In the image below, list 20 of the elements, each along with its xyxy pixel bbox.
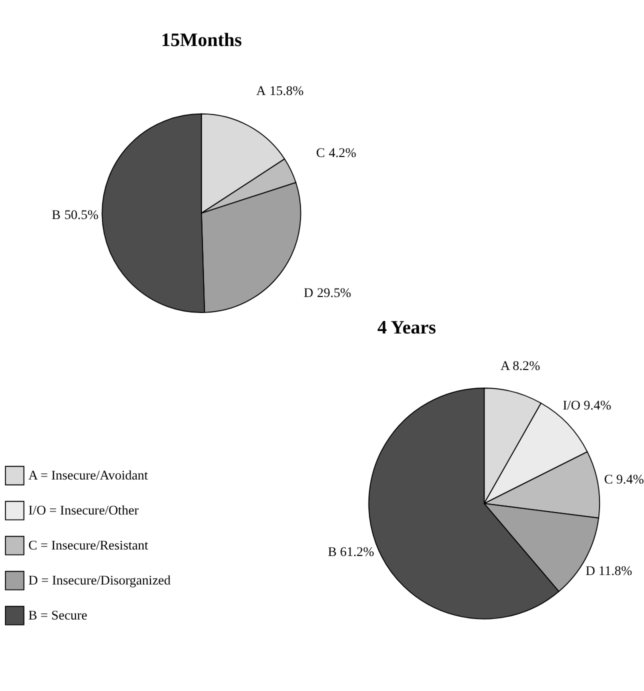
- data-label: 4.2%: [328, 145, 356, 160]
- chart-title: 15Months: [160, 30, 242, 51]
- data-label: 29.5%: [317, 284, 352, 300]
- chart-title: 4 Years: [377, 317, 436, 338]
- legend-label: D = Insecure/Disorganized: [28, 572, 172, 588]
- slice-label: D: [304, 284, 314, 300]
- data-label: D 11.8%: [586, 562, 632, 578]
- data-label: I/O 9.4%: [562, 398, 612, 413]
- legend-label: C = Insecure/Resistant: [28, 537, 148, 552]
- slice-label: C: [316, 145, 326, 160]
- data-label: 50.5%: [64, 207, 98, 222]
- data-label: C 9.4%: [604, 471, 644, 486]
- data-label: A 8.2%: [500, 358, 540, 374]
- slice-label: A: [256, 82, 266, 98]
- data-label: 15.8%: [270, 82, 304, 98]
- slice-label: B: [52, 207, 61, 222]
- legend-label: I/O = Insecure/Other: [28, 502, 140, 518]
- legend-label: A = Insecure/Avoidant: [28, 467, 148, 482]
- legend-label: B = Secure: [28, 607, 88, 622]
- data-label: B 61.2%: [328, 544, 374, 560]
